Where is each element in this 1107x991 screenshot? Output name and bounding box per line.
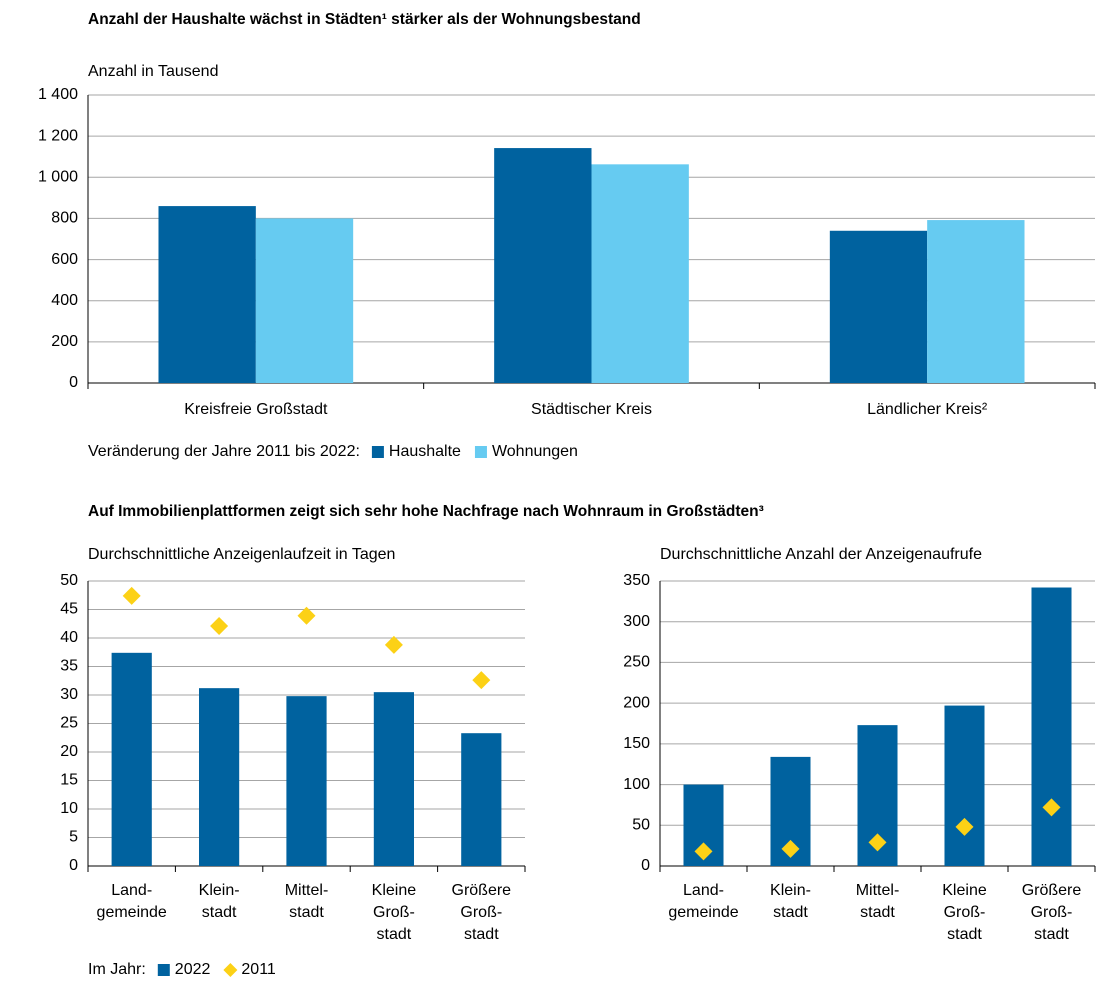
bar [944, 705, 985, 866]
y-tick-label: 0 [69, 857, 78, 874]
y-tick-label: 30 [60, 686, 78, 703]
y-tick-label: 20 [60, 743, 78, 760]
legend-swatch [157, 964, 170, 976]
bar [373, 692, 415, 866]
y-tick-label: 200 [623, 694, 650, 711]
bar [494, 148, 592, 383]
y-tick-label: 35 [60, 658, 78, 675]
bar [829, 230, 928, 383]
chart-title: Anzahl der Haushalte wächst in Städten¹ … [88, 11, 641, 28]
y-tick-label: 250 [623, 654, 650, 671]
axis-label: Anzahl in Tausend [88, 63, 218, 80]
bar [461, 733, 502, 866]
legend-swatch [371, 446, 384, 458]
y-tick-label: 100 [623, 776, 650, 793]
y-tick-label: 15 [60, 772, 78, 789]
y-tick-label: 40 [60, 629, 78, 646]
y-tick-label: 25 [60, 715, 78, 732]
diamond-marker [955, 817, 974, 836]
y-tick-label: 1 000 [38, 169, 78, 186]
diamond-marker [210, 617, 229, 636]
x-tick-label: Mittel- stadt [284, 882, 329, 921]
y-tick-label: 400 [51, 292, 78, 309]
legend-label: Wohnungen [492, 443, 578, 460]
y-tick-label: 350 [623, 572, 650, 589]
y-tick-label: 0 [641, 857, 650, 874]
diamond-marker [1042, 798, 1061, 817]
diamond-marker [472, 671, 491, 690]
legend-swatch [223, 963, 238, 977]
legend-title: Veränderung der Jahre 2011 bis 2022: [88, 443, 360, 460]
legend-title: Im Jahr: [88, 961, 146, 978]
y-tick-label: 1 400 [38, 86, 78, 103]
y-tick-label: 50 [632, 817, 650, 834]
bar [198, 688, 240, 866]
bar [255, 218, 354, 383]
x-tick-label: Ländlicher Kreis² [867, 401, 988, 418]
y-tick-label: 10 [60, 800, 78, 817]
legend-label: 2011 [241, 961, 276, 978]
diamond-marker [781, 839, 800, 858]
x-tick-label: Klein- stadt [770, 882, 811, 921]
legend-label: Haushalte [389, 443, 461, 460]
chart-title: Auf Immobilienplattformen zeigt sich seh… [88, 503, 764, 520]
diamond-marker [868, 833, 887, 852]
y-tick-label: 150 [623, 735, 650, 752]
bar [591, 164, 689, 383]
y-tick-label: 0 [69, 374, 78, 391]
legend-label: 2022 [175, 961, 211, 978]
bar [286, 696, 327, 866]
axis-label: Durchschnittliche Anzahl der Anzeigenauf… [660, 546, 982, 563]
bar [111, 652, 152, 866]
y-tick-label: 300 [623, 613, 650, 630]
bar [158, 206, 256, 383]
diamond-marker [122, 586, 141, 605]
y-tick-label: 600 [51, 251, 78, 268]
x-tick-label: Kleine Groß- stadt [371, 882, 417, 943]
diamond-marker [297, 606, 316, 625]
legend-swatch [474, 446, 487, 458]
x-tick-label: Mittel- stadt [855, 882, 900, 921]
bar [1031, 587, 1072, 866]
x-tick-label: Kleine Groß- stadt [942, 882, 987, 943]
x-tick-label: Land- gemeinde [668, 882, 739, 921]
bar [927, 220, 1025, 383]
y-tick-label: 200 [51, 333, 78, 350]
x-tick-label: Land- gemeinde [96, 882, 167, 921]
x-tick-label: Größere Groß- stadt [451, 882, 512, 943]
y-tick-label: 800 [51, 210, 78, 227]
x-tick-label: Kreisfreie Großstadt [184, 401, 328, 418]
x-tick-label: Größere Groß- stadt [1021, 882, 1082, 943]
x-tick-label: Klein- stadt [198, 882, 240, 921]
y-tick-label: 50 [60, 572, 78, 589]
y-tick-label: 1 200 [38, 127, 78, 144]
y-tick-label: 45 [60, 601, 78, 618]
diamond-marker [694, 842, 713, 861]
y-tick-label: 5 [69, 829, 78, 846]
diamond-marker [384, 635, 403, 654]
x-tick-label: Städtischer Kreis [531, 401, 652, 418]
axis-label: Durchschnittliche Anzeigenlaufzeit in Ta… [88, 546, 395, 563]
